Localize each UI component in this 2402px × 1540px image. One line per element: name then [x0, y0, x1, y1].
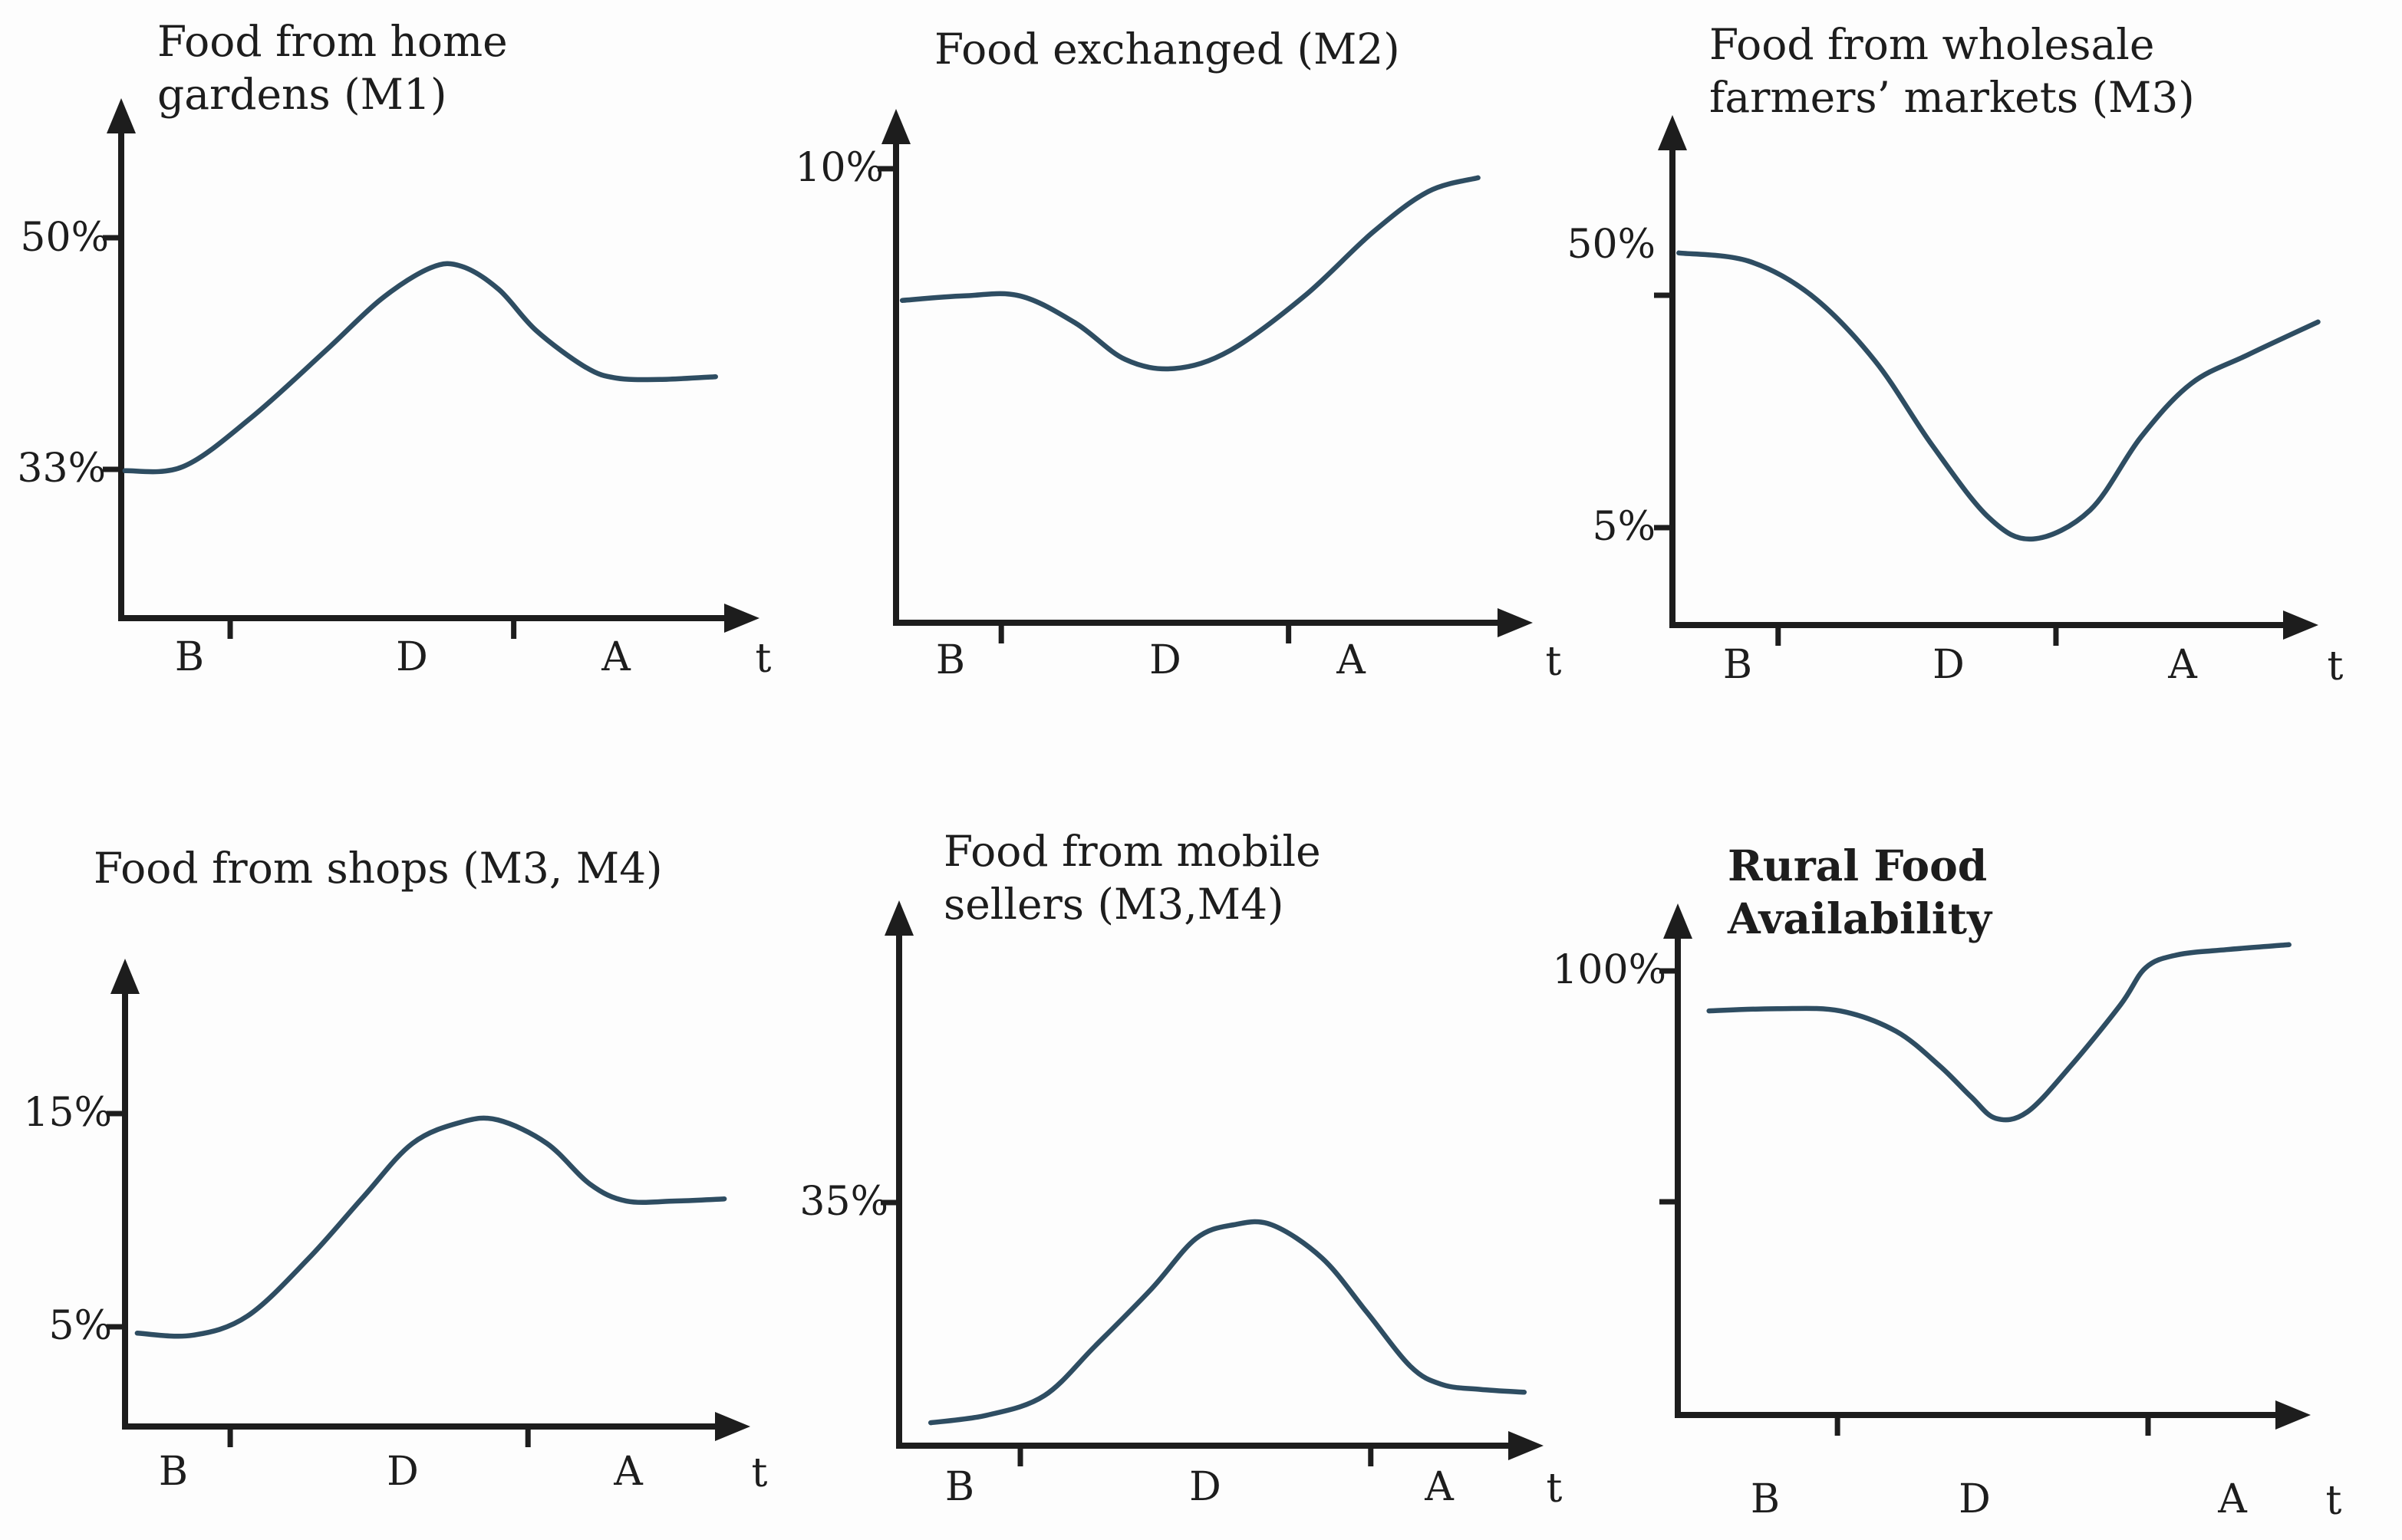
chart4-ytick-5: 5%	[48, 1303, 113, 1349]
food-exchanged-x-axis-arrow-icon	[1498, 608, 1533, 637]
rural-food-availability-x-axis-arrow-icon	[2275, 1400, 2311, 1430]
food-from-shops-curve	[134, 1115, 727, 1339]
food-from-shops-y-axis-arrow-icon	[110, 959, 140, 994]
chart3-title-line2: farmers’ markets (M3)	[1709, 73, 2195, 122]
chart3-xstage-b: B	[1722, 642, 1753, 688]
rural-food-availability-curve	[1706, 942, 2292, 1123]
chart6-title-line2: Availability	[1728, 893, 1992, 943]
chart2-xaxis-label: t	[1545, 639, 1562, 685]
chart1-xaxis-label: t	[755, 636, 772, 682]
mobile-sellers-curve	[928, 1219, 1527, 1426]
chart1-xstage-d: D	[396, 634, 428, 680]
mobile-sellers-y-axis-arrow-icon	[885, 900, 914, 936]
chart4-xaxis-label: t	[751, 1450, 768, 1496]
home-gardens-curve	[122, 261, 718, 475]
chart1-title-line2: gardens (M1)	[157, 70, 447, 119]
chart5-xaxis-label: t	[1546, 1466, 1563, 1512]
chart6-xstage-b: B	[1750, 1476, 1781, 1522]
chart4-ytick-15: 15%	[23, 1090, 112, 1136]
chart5-xstage-b: B	[944, 1464, 975, 1510]
chart5-xstage-d: D	[1189, 1464, 1221, 1510]
chart1-ytick-50: 50%	[20, 215, 109, 261]
home-gardens-x-axis-arrow-icon	[724, 604, 759, 633]
chart1-title-line1: Food from home	[157, 17, 508, 66]
chart5-xstage-a: A	[1425, 1464, 1454, 1510]
rural-food-availability-y-axis-arrow-icon	[1663, 903, 1692, 939]
wholesale-farmers-markets-y-axis-arrow-icon	[1658, 115, 1687, 150]
chart2-title: Food exchanged (M2)	[934, 25, 1400, 74]
chart3-ytick-50: 50%	[1567, 222, 1656, 268]
chart1-xstage-b: B	[174, 634, 205, 680]
chart6-title-line1: Rural Food	[1728, 841, 1988, 890]
chart6-xaxis-label: t	[2325, 1478, 2342, 1524]
wholesale-farmers-markets-x-axis-arrow-icon	[2283, 610, 2318, 640]
chart3-xaxis-label: t	[2327, 643, 2344, 689]
chart4-xstage-d: D	[387, 1449, 419, 1495]
chart5-title-line2: sellers (M3,M4)	[944, 880, 1284, 929]
chart3-title-line1: Food from wholesale	[1709, 20, 2155, 69]
chart6-ytick-100: 100%	[1552, 947, 1666, 993]
mobile-sellers-x-axis-arrow-icon	[1508, 1431, 1544, 1460]
chart2-xstage-d: D	[1149, 637, 1181, 683]
chart4-title: Food from shops (M3, M4)	[94, 844, 663, 893]
chart5-title-line1: Food from mobile	[944, 827, 1321, 876]
chart2-ytick-10: 10%	[795, 145, 884, 191]
chart3-ytick-5: 5%	[1592, 504, 1656, 550]
food-exchanged-y-axis-arrow-icon	[881, 109, 911, 144]
chart6-xstage-a: A	[2218, 1476, 2247, 1522]
food-exchanged-curve	[899, 175, 1481, 372]
chart5-ytick-35: 35%	[799, 1179, 888, 1225]
home-gardens-y-axis-arrow-icon	[107, 98, 136, 133]
chart1-ytick-33: 33%	[17, 446, 106, 492]
chart4-xstage-b: B	[158, 1449, 189, 1495]
chart2-xstage-a: A	[1336, 637, 1366, 683]
chart1-xstage-a: A	[601, 634, 631, 680]
chart2-xstage-b: B	[935, 637, 966, 683]
wholesale-farmers-markets-curve	[1676, 250, 2321, 542]
chart4-xstage-a: A	[614, 1449, 643, 1495]
chart3-xstage-a: A	[2168, 642, 2197, 688]
food-from-shops-x-axis-arrow-icon	[715, 1412, 750, 1441]
chart3-xstage-d: D	[1932, 642, 1965, 688]
chart6-xstage-d: D	[1959, 1476, 1991, 1522]
